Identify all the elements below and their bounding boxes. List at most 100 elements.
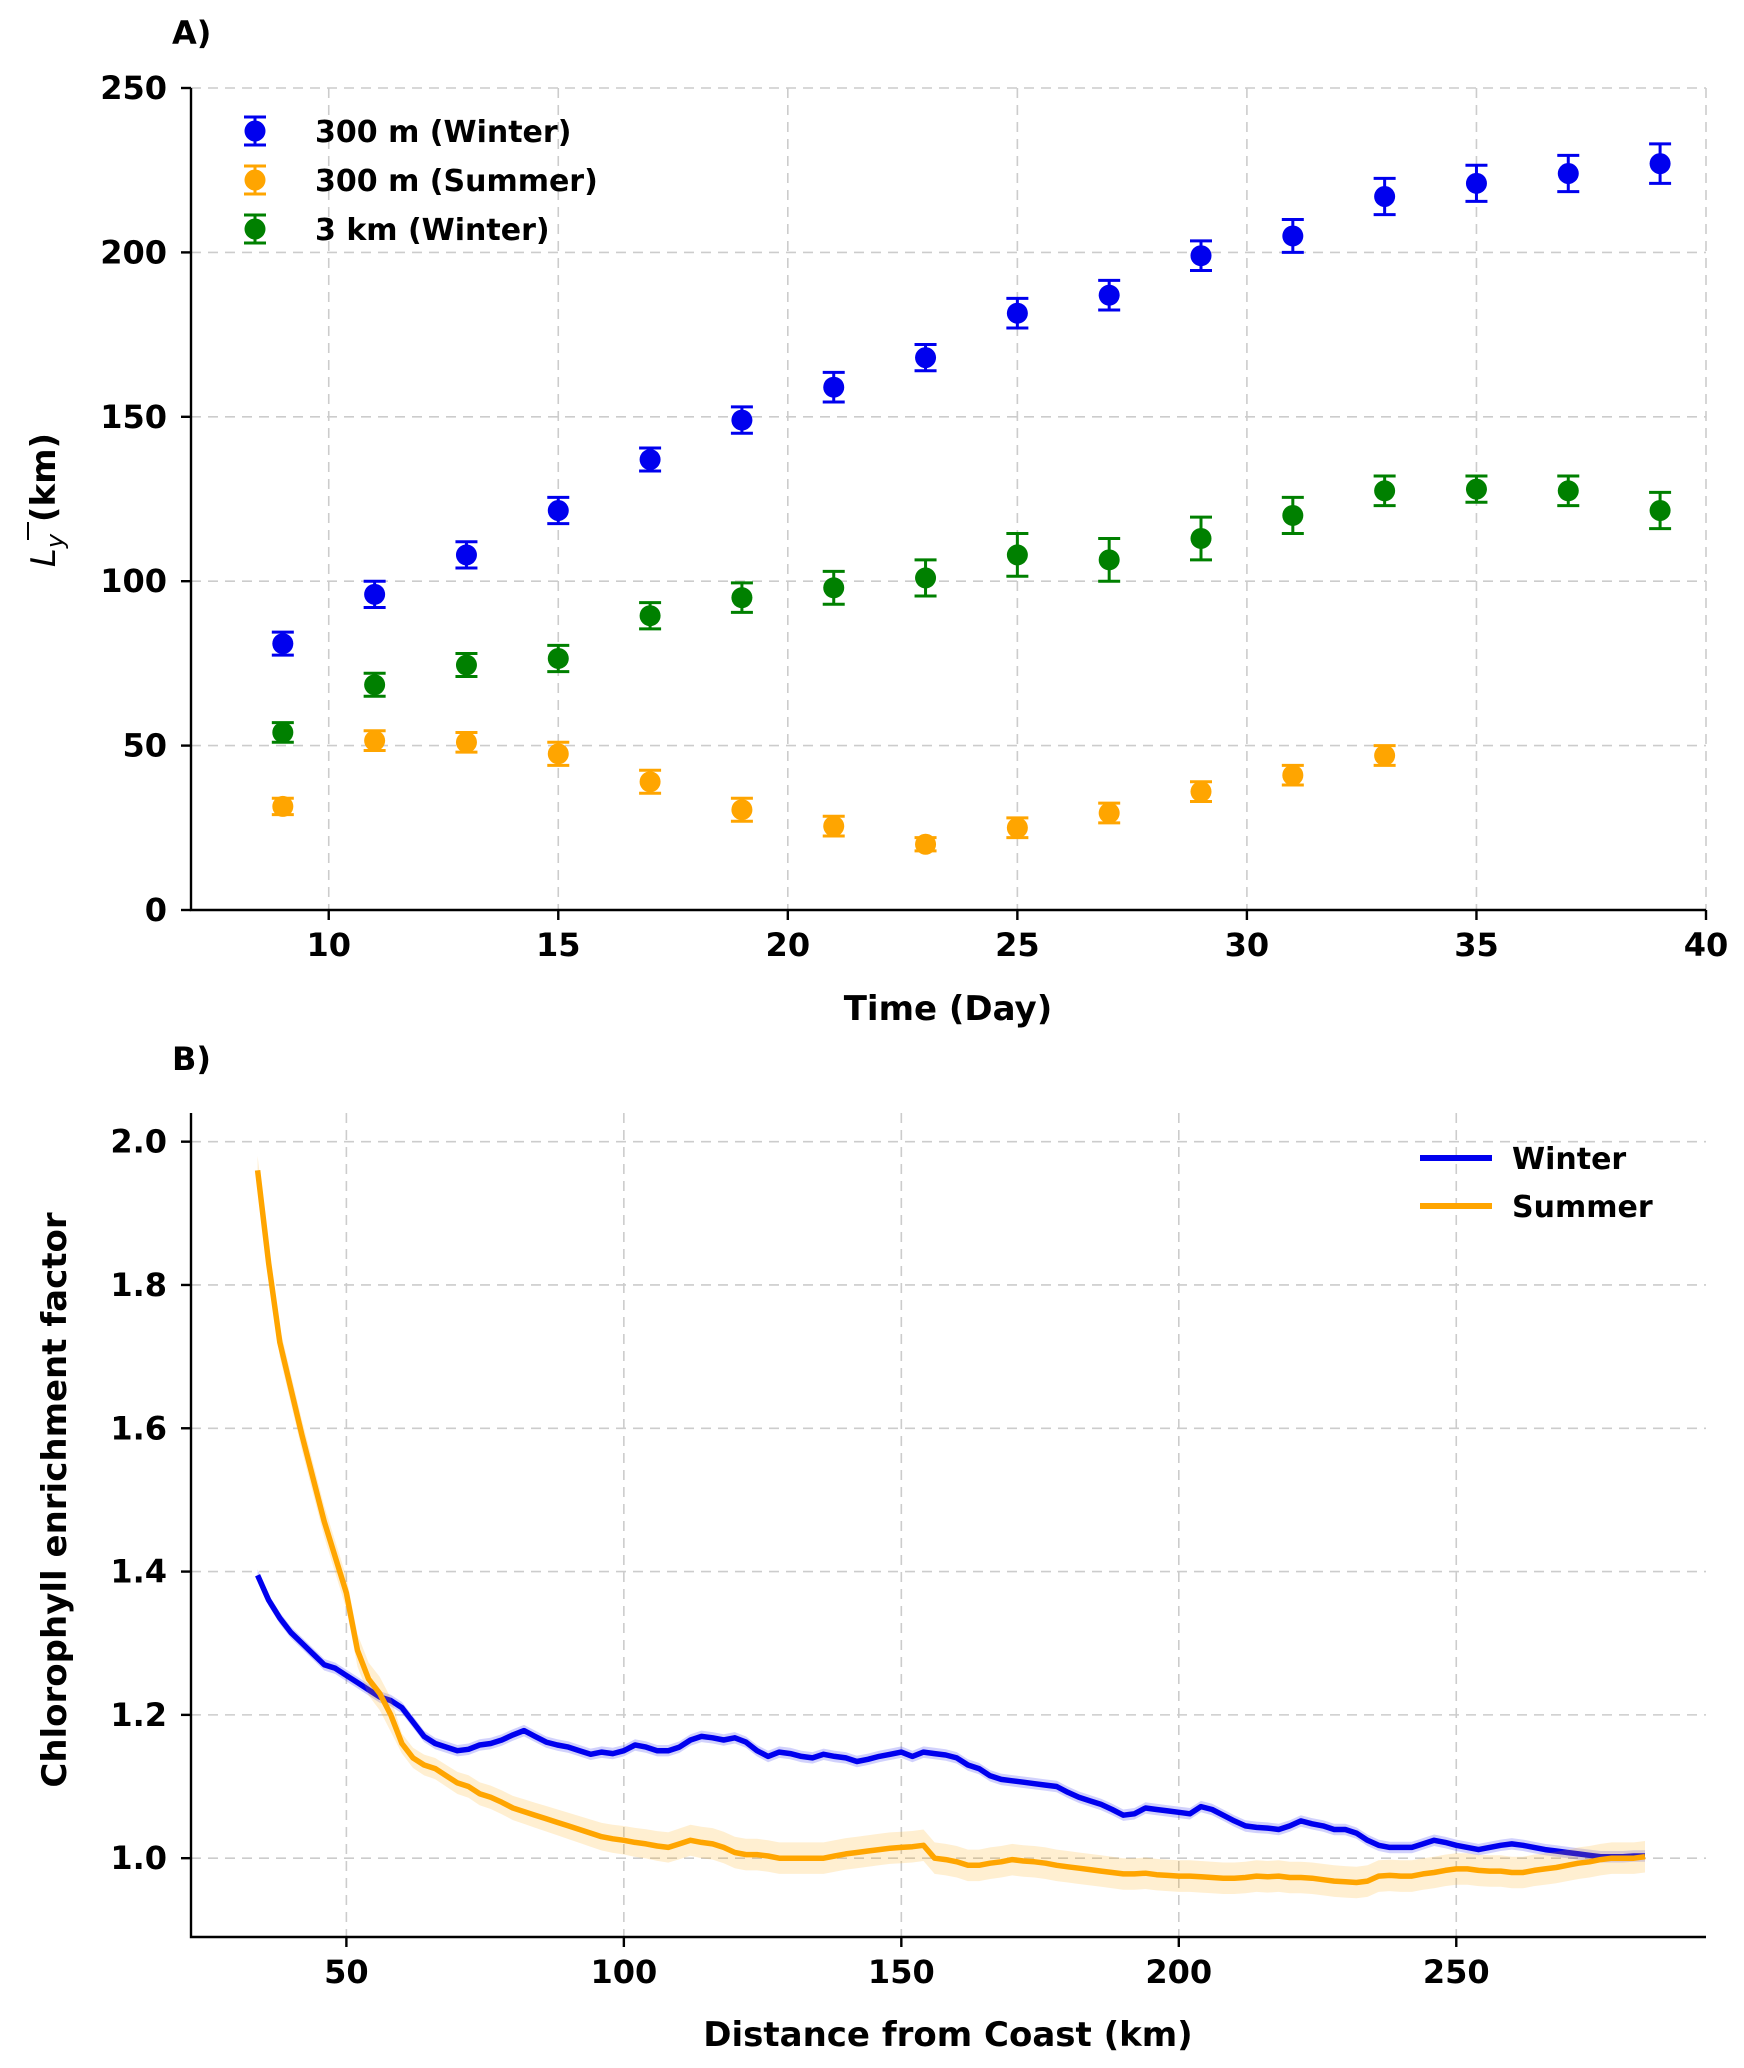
data-point bbox=[364, 730, 386, 752]
x-tick-label: 250 bbox=[1423, 1953, 1490, 1991]
legend-label: Summer bbox=[1512, 1190, 1653, 1225]
data-point bbox=[364, 583, 386, 605]
series-summer bbox=[254, 1156, 1646, 1899]
data-point bbox=[1649, 153, 1671, 175]
series-2 bbox=[271, 474, 1672, 744]
x-tick-label: 150 bbox=[868, 1953, 935, 1991]
y-tick-label: 200 bbox=[100, 233, 167, 271]
data-point bbox=[1374, 186, 1396, 208]
data-point bbox=[1190, 527, 1212, 549]
y-tick-label: 1.4 bbox=[110, 1553, 167, 1591]
data-point bbox=[1557, 480, 1579, 502]
data-point bbox=[364, 674, 386, 696]
data-point bbox=[639, 449, 661, 471]
x-tick-label: 20 bbox=[766, 926, 811, 964]
data-point bbox=[455, 544, 477, 566]
data-point bbox=[823, 376, 845, 398]
y-axis-symbol: L bbox=[24, 548, 64, 567]
y-tick-label: 100 bbox=[100, 562, 167, 600]
panel-b-ticks: 50 100 150 200 250 1.0 1.2 1.4 1.6 1.8 2.0 bbox=[110, 1123, 1489, 1991]
panel-b-grid bbox=[191, 1113, 1706, 1937]
y-tick-label: 0 bbox=[145, 891, 167, 929]
data-point bbox=[915, 833, 937, 855]
x-tick-label: 200 bbox=[1145, 1953, 1212, 1991]
series-0 bbox=[271, 142, 1672, 657]
data-point bbox=[1557, 162, 1579, 184]
data-point bbox=[823, 577, 845, 599]
panel-a-y-axis-label: Ly (km) bbox=[24, 433, 69, 567]
panel-a: 10 15 20 25 30 35 40 0 50 100 150 200 250 A) Time (D… bbox=[24, 14, 1728, 1029]
y-axis-unit: (km) bbox=[24, 433, 64, 522]
x-tick-label: 25 bbox=[995, 926, 1040, 964]
data-point bbox=[1282, 764, 1304, 786]
y-tick-label: 1.8 bbox=[110, 1266, 167, 1304]
legend-marker bbox=[244, 120, 266, 142]
data-point bbox=[1098, 549, 1120, 571]
svg-text:Ly (km): Ly (km) bbox=[24, 433, 69, 567]
data-point bbox=[639, 605, 661, 627]
data-point bbox=[1006, 302, 1028, 324]
data-point bbox=[639, 771, 661, 793]
data-point bbox=[731, 587, 753, 609]
confidence-band bbox=[257, 1569, 1646, 1863]
panel-b: 50 100 150 200 250 1.0 1.2 1.4 1.6 1.8 2.0 B) Dist… bbox=[35, 1040, 1706, 2055]
panel-b-label: B) bbox=[172, 1040, 211, 1078]
data-point bbox=[1190, 245, 1212, 267]
data-point bbox=[731, 799, 753, 821]
y-tick-label: 250 bbox=[100, 69, 167, 107]
panel-a-label: A) bbox=[172, 14, 211, 52]
legend-label: 3 km (Winter) bbox=[315, 213, 550, 248]
x-tick-label: 35 bbox=[1454, 926, 1499, 964]
panel-b-y-axis-label: Chlorophyll enrichment factor bbox=[35, 1212, 75, 1787]
legend-marker bbox=[244, 218, 266, 240]
x-tick-label: 10 bbox=[306, 926, 351, 964]
legend-label: 300 m (Winter) bbox=[315, 115, 571, 150]
legend-label: 300 m (Summer) bbox=[315, 164, 598, 199]
data-point bbox=[272, 721, 294, 743]
data-point bbox=[547, 743, 569, 765]
data-point bbox=[1006, 544, 1028, 566]
data-point bbox=[272, 795, 294, 817]
data-point bbox=[1098, 284, 1120, 306]
x-tick-label: 40 bbox=[1684, 926, 1729, 964]
data-point bbox=[547, 647, 569, 669]
data-point bbox=[1374, 480, 1396, 502]
data-point bbox=[1098, 802, 1120, 824]
data-point bbox=[731, 409, 753, 431]
x-tick-label: 30 bbox=[1225, 926, 1270, 964]
data-point bbox=[272, 633, 294, 655]
y-tick-label: 1.2 bbox=[110, 1696, 167, 1734]
data-point bbox=[1374, 744, 1396, 766]
y-tick-label: 150 bbox=[100, 398, 167, 436]
data-point bbox=[915, 567, 937, 589]
y-tick-label: 1.0 bbox=[110, 1839, 167, 1877]
series-line bbox=[255, 1574, 1645, 1860]
panel-a-axes-spines bbox=[189, 88, 1706, 912]
data-point bbox=[1282, 225, 1304, 247]
legend-marker bbox=[244, 169, 266, 191]
y-tick-label: 2.0 bbox=[110, 1123, 167, 1161]
series-winter bbox=[255, 1569, 1646, 1863]
y-axis-subscript: y bbox=[41, 533, 69, 549]
panel-b-legend: Winter Summer bbox=[1420, 1142, 1653, 1225]
x-tick-label: 15 bbox=[536, 926, 581, 964]
data-point bbox=[1465, 172, 1487, 194]
panel-a-legend: 300 m (Winter) 300 m (Summer) 3 km (Winter… bbox=[244, 115, 598, 248]
panel-b-axes-spines bbox=[189, 1113, 1706, 1939]
data-point bbox=[915, 347, 937, 369]
series-line bbox=[254, 1169, 1646, 1886]
data-point bbox=[1190, 781, 1212, 803]
legend-label: Winter bbox=[1512, 1142, 1626, 1177]
data-point bbox=[1465, 478, 1487, 500]
data-point bbox=[455, 731, 477, 753]
x-tick-label: 50 bbox=[324, 1953, 369, 1991]
data-point bbox=[1649, 500, 1671, 522]
data-point bbox=[455, 654, 477, 676]
panel-b-data bbox=[254, 1156, 1646, 1899]
panel-a-x-axis-label: Time (Day) bbox=[844, 989, 1053, 1029]
series-1 bbox=[271, 729, 1396, 855]
panel-a-ticks: 10 15 20 25 30 35 40 0 50 100 150 200 250 bbox=[100, 69, 1728, 964]
data-point bbox=[823, 815, 845, 837]
panel-b-x-axis-label: Distance from Coast (km) bbox=[703, 2015, 1192, 2055]
